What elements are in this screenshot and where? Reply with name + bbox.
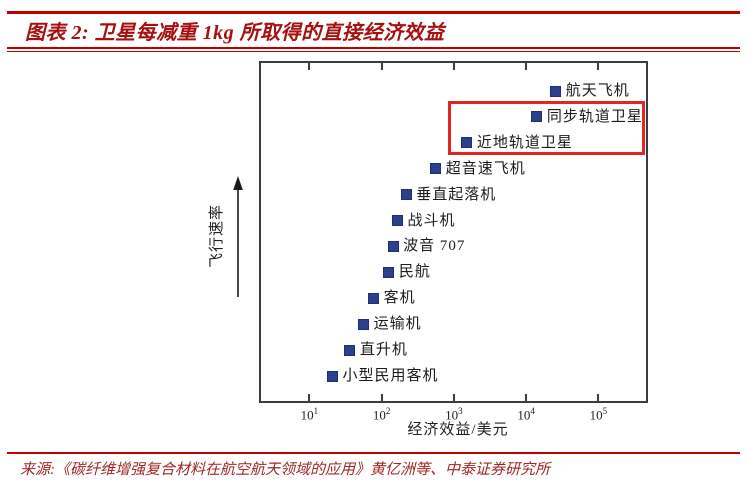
- data-point-label: 直升机: [359, 342, 408, 359]
- x-axis-tick: [308, 63, 311, 70]
- data-point-marker: [368, 292, 380, 304]
- data-point-marker: [358, 318, 370, 330]
- x-tick-label: 101: [300, 406, 319, 423]
- footer-red-rule: [7, 452, 740, 454]
- figure-title: 图表 2: 卫星每减重 1kg 所取得的直接经济效益: [25, 22, 445, 44]
- data-point-label: 民航: [398, 264, 431, 281]
- data-point-marker: [327, 370, 338, 382]
- data-point-marker: [400, 189, 412, 201]
- data-point-label: 战斗机: [407, 212, 456, 229]
- data-point-label: 同步轨道卫星: [546, 108, 643, 125]
- data-point-label: 客机: [383, 290, 416, 307]
- data-point-marker: [430, 163, 442, 175]
- x-axis-tick: [380, 394, 383, 401]
- data-point-marker: [392, 215, 404, 227]
- top-red-rule: [7, 11, 740, 14]
- satellite-highlight-box: [448, 101, 645, 155]
- y-axis-arrow-icon: [233, 176, 243, 297]
- y-axis-label: 飞行速率: [209, 204, 225, 269]
- data-point-marker: [344, 344, 356, 356]
- data-point-label: 航天飞机: [565, 83, 630, 99]
- x-axis-tick: [308, 394, 311, 401]
- x-axis-tick: [380, 63, 383, 70]
- x-tick-label: 104: [517, 406, 535, 423]
- data-point-marker: [461, 137, 473, 149]
- x-axis-tick: [452, 394, 455, 401]
- x-axis-tick: [452, 63, 455, 70]
- data-point-marker: [387, 240, 399, 252]
- x-tick-label: 102: [372, 406, 391, 423]
- data-point-marker: [550, 85, 562, 97]
- data-point-marker: [531, 111, 543, 123]
- plot-area: 101 102 103 104 105 航天飞机同步轨道卫星近地轨道卫星超音速飞机垂直起落…: [259, 61, 648, 422]
- data-point-label: 运输机: [373, 316, 422, 333]
- data-point-label: 波音 707: [403, 238, 466, 255]
- title-underline-thick: [7, 47, 740, 49]
- x-axis-tick: [525, 394, 528, 401]
- data-point-label: 小型民用客机: [342, 368, 439, 384]
- data-point-marker: [383, 266, 395, 278]
- title-underline-thin: [7, 51, 740, 52]
- source-citation: 来源:《碳纤维增强复合材料在航空航天领域的应用》黄亿洲等、中泰证券研究所: [20, 462, 550, 478]
- x-axis-tick: [525, 63, 528, 70]
- data-point-label: 超音速飞机: [445, 160, 526, 177]
- data-point-label: 垂直起落机: [416, 186, 497, 203]
- x-axis-tick: [597, 394, 600, 401]
- x-tick-label: 105: [589, 406, 608, 423]
- data-point-label: 近地轨道卫星: [476, 134, 573, 151]
- x-axis-label: 经济效益/美元: [407, 422, 509, 438]
- x-axis-tick: [597, 63, 600, 70]
- x-tick-label: 103: [445, 406, 463, 423]
